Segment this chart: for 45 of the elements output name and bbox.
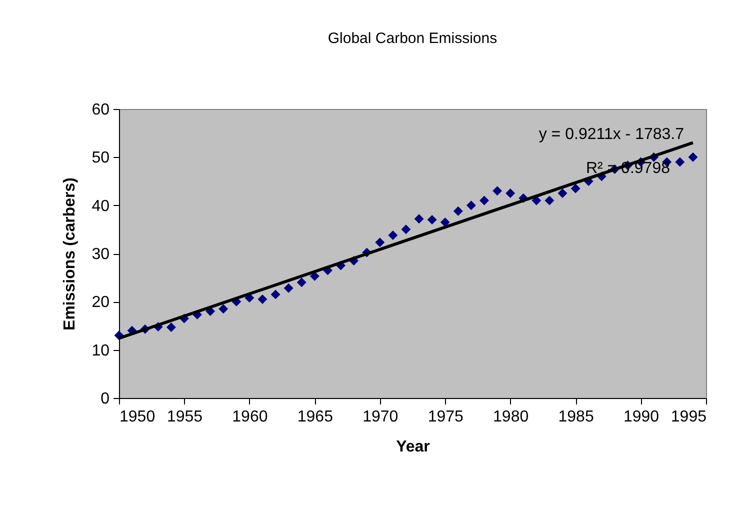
y-tick-label: 20 (92, 294, 110, 312)
y-tick-label: 50 (92, 150, 110, 167)
y-tick-label: 40 (92, 198, 110, 215)
x-tick-label: 1950 (120, 408, 156, 426)
point (466, 200, 476, 210)
x-tick-label: 1985 (558, 408, 594, 426)
point (558, 188, 568, 198)
x-tick-label: 1970 (362, 408, 398, 426)
point (688, 152, 698, 162)
point (296, 278, 306, 288)
point (310, 271, 320, 281)
point (270, 290, 280, 300)
annotation: y = 0.9211x - 1783.7 (538, 126, 684, 143)
point (388, 230, 398, 240)
y-tick-label: 0 (100, 390, 110, 408)
point (506, 188, 516, 198)
x-tick-label: 1990 (623, 408, 660, 426)
point (544, 196, 554, 206)
x-tick-label: 1965 (297, 408, 334, 426)
point (532, 196, 542, 206)
y-tick-label: 10 (92, 342, 110, 360)
point (453, 206, 463, 216)
point (258, 294, 268, 304)
x-tick-label: 1955 (166, 408, 203, 426)
point (375, 238, 385, 248)
x-axis-title: Year (396, 438, 430, 456)
x-tick-label: 1975 (428, 408, 464, 426)
point (284, 283, 294, 293)
x-tick-label: 1980 (493, 408, 529, 426)
chart-title: Global Carbon Emissions (328, 30, 498, 47)
point (401, 224, 411, 234)
y-axis-title: Emissions (carbers) (62, 178, 79, 330)
point (166, 322, 176, 332)
y-tick-label: 30 (92, 246, 110, 263)
point (675, 157, 685, 167)
point (492, 186, 502, 196)
point (427, 215, 437, 225)
y-tick-label: 60 (92, 102, 110, 118)
point (414, 214, 424, 224)
point (480, 196, 489, 206)
point (218, 304, 228, 314)
x-tick-label: 1995 (670, 408, 707, 426)
x-tick-label: 1960 (232, 408, 268, 426)
point (440, 217, 450, 227)
point (570, 184, 580, 194)
